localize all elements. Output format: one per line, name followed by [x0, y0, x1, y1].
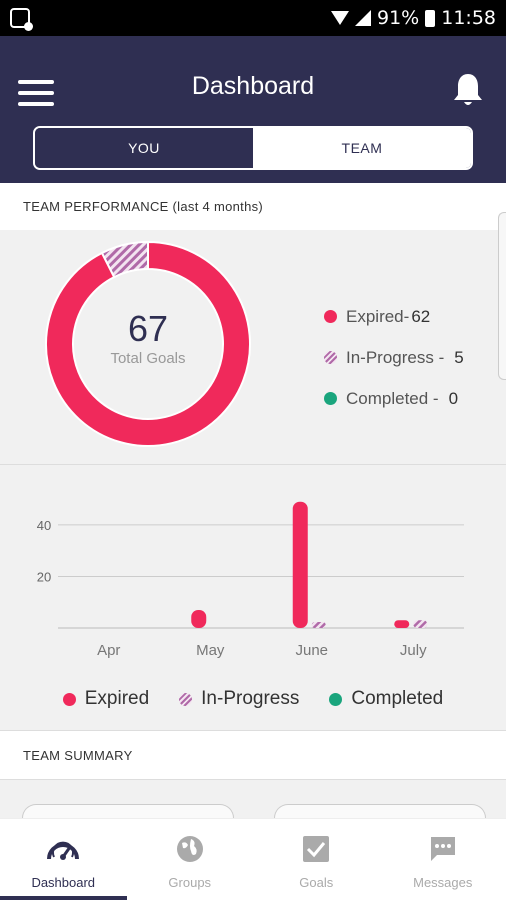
bar-in-progress-july — [413, 620, 428, 628]
nav-groups-label: Groups — [168, 875, 212, 890]
total-goals-count: 67 — [127, 308, 169, 349]
bar-in-progress-june — [311, 622, 326, 628]
status-indicators: 91% 11:58 — [331, 7, 496, 29]
bar-expired-june — [292, 501, 308, 628]
tab-you[interactable]: YOU — [35, 128, 253, 168]
side-drawer-handle[interactable] — [498, 212, 506, 380]
total-goals: 67 Total Goals — [49, 308, 247, 368]
x-tick-label: June — [295, 642, 328, 659]
y-tick-label: 20 — [37, 569, 51, 584]
y-tick-label: 40 — [37, 518, 51, 533]
x-tick-label: Apr — [97, 642, 120, 659]
nav-messages[interactable]: Messages — [380, 819, 506, 900]
dashboard-gauge-icon — [46, 833, 80, 865]
hamburger-menu-icon[interactable] — [18, 80, 54, 106]
signal-icon — [355, 10, 371, 26]
nav-dashboard-label: Dashboard — [31, 875, 96, 890]
donut-slice-expired — [45, 240, 251, 447]
donut-legend: Expired- 62 In-Progress - 5 Completed - … — [324, 296, 464, 419]
bar-chart: 20 40 Apr May June July — [37, 501, 464, 659]
bar-legend-completed-label: Completed — [351, 688, 444, 709]
in-progress-dot-icon — [324, 351, 337, 364]
nav-goals-label: Goals — [299, 875, 334, 890]
status-bar: 91% 11:58 — [0, 0, 506, 36]
nav-dashboard[interactable]: Dashboard — [0, 819, 127, 900]
x-tick-label: May — [196, 642, 225, 659]
bar-legend-completed: Completed — [329, 688, 443, 710]
bar-legend-expired-label: Expired — [84, 688, 150, 709]
bar-chart-section: 20 40 Apr May June July Expired In-Progress C… — [0, 466, 506, 730]
wifi-icon — [331, 11, 349, 25]
bar-legend-in-progress: In-Progress — [179, 688, 299, 710]
expired-dot-icon — [62, 692, 76, 706]
nav-messages-label: Messages — [413, 875, 473, 890]
bottom-navigation: Dashboard Groups Goals Mes — [0, 818, 506, 900]
expired-dot-icon — [324, 310, 337, 323]
page-title: Dashboard — [191, 72, 315, 100]
bar-expired-july — [394, 620, 410, 628]
bar-expired-may — [191, 609, 207, 628]
team-performance-header: TEAM PERFORMANCE (last 4 months) — [0, 183, 506, 230]
notification-icon — [10, 8, 33, 31]
in-progress-dot-icon — [179, 692, 193, 706]
x-tick-label: July — [400, 642, 427, 659]
legend-completed-value: 0 — [448, 388, 459, 408]
legend-completed: Completed - 0 — [324, 378, 464, 419]
completed-dot-icon — [329, 692, 343, 706]
chat-bubble-icon — [426, 833, 460, 865]
legend-in-progress: In-Progress - 5 — [324, 337, 464, 378]
team-summary-body — [0, 780, 506, 834]
clock: 11:58 — [441, 7, 496, 29]
legend-expired-label: Expired- — [346, 306, 410, 326]
donut-section: 67 Total Goals Expired- 62 In-Progress -… — [0, 212, 506, 465]
tab-team[interactable]: TEAM — [253, 128, 471, 168]
legend-expired-value: 62 — [411, 306, 431, 326]
bar-chart-legend: Expired In-Progress Completed — [0, 688, 506, 710]
app-bar: Dashboard YOU TEAM — [0, 36, 506, 183]
legend-completed-label: Completed - — [346, 388, 439, 408]
checkbox-icon — [299, 833, 333, 865]
nav-groups[interactable]: Groups — [127, 819, 254, 900]
legend-in-progress-label: In-Progress - — [346, 347, 445, 367]
globe-icon — [173, 833, 207, 865]
completed-dot-icon — [324, 392, 337, 405]
bell-icon[interactable] — [452, 72, 484, 108]
legend-in-progress-value: 5 — [454, 347, 464, 367]
nav-goals[interactable]: Goals — [253, 819, 380, 900]
battery-icon — [425, 9, 436, 27]
donut-chart — [45, 240, 251, 447]
battery-percent: 91% — [377, 7, 420, 29]
total-goals-label: Total Goals — [110, 350, 186, 367]
bar-legend-in-progress-label: In-Progress — [201, 688, 300, 709]
you-team-toggle: YOU TEAM — [33, 126, 473, 170]
bar-legend-expired: Expired — [62, 688, 150, 710]
team-summary-header: TEAM SUMMARY — [0, 730, 506, 780]
legend-expired: Expired- 62 — [324, 296, 464, 337]
